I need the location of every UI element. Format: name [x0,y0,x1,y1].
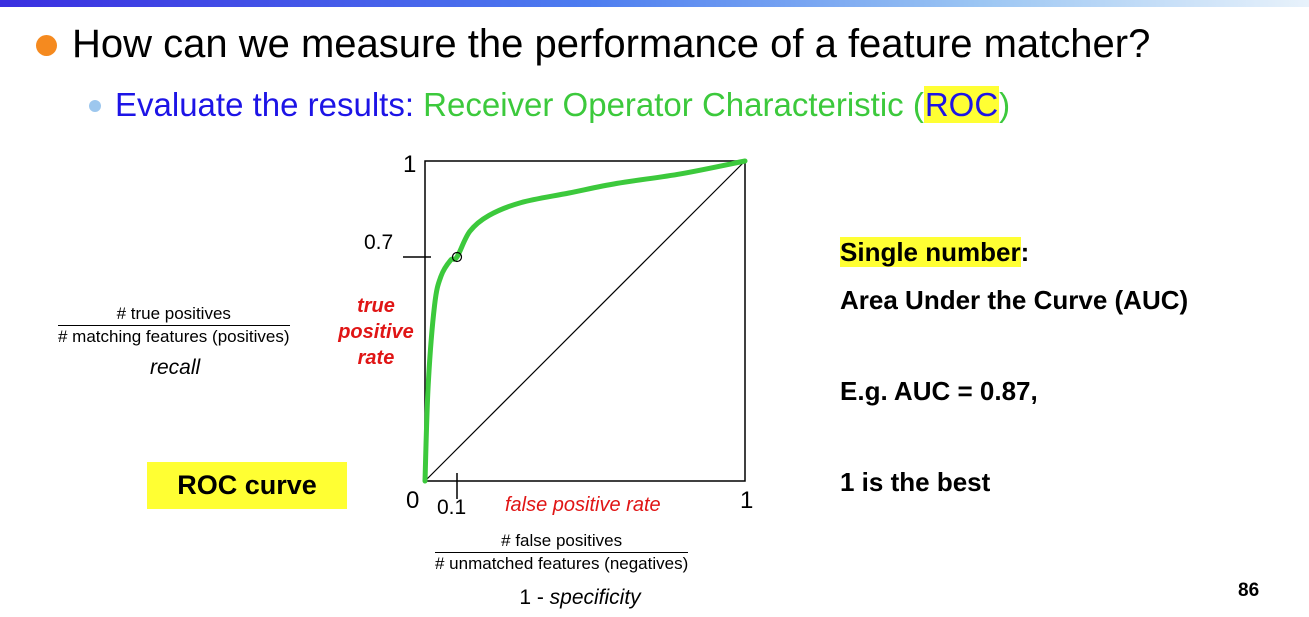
specificity-denominator: # unmatched features (negatives) [435,554,689,573]
specificity-numerator: # false positives [435,531,689,553]
origin-label: 0 [406,487,420,514]
title-bar-gradient [0,0,1309,7]
roc-curve-label: ROC curve [147,462,347,509]
specificity-prefix: 1 - [519,586,550,609]
specificity-label: 1 - specificity [0,586,1160,610]
roc-close-paren: ) [999,86,1011,123]
y-axis-label-line: true [357,295,395,317]
recall-label: recall [150,356,201,379]
operating-point-marker [451,251,463,263]
roc-abbreviation: ROC [923,86,1000,123]
y-tick-label-0.7: 0.7 [364,231,394,254]
chance-diagonal-line [424,160,746,482]
x-tick-label-0.1: 0.1 [437,496,467,519]
single-number-highlight: Single number [840,237,1021,267]
single-number-line: Single number: [840,237,1029,268]
page-number: 86 [1238,580,1260,601]
specificity-word: specificity [549,586,641,609]
specificity-fraction: # false positives # unmatched features (… [435,531,689,575]
y-axis-label-line: positive [338,321,414,343]
bullet-icon [36,35,57,56]
x-tick-label-1: 1 [740,487,754,514]
auc-example: E.g. AUC = 0.87, [840,376,1038,406]
recall-fraction: # true positives # matching features (po… [58,304,290,348]
roc-term: Receiver Operator Characteristic ( [423,86,924,123]
recall-denominator: # matching features (positives) [58,327,290,346]
x-axis-label: false positive rate [505,494,661,516]
sub-bullet-text: Evaluate the results: Receiver Operator … [115,85,1010,125]
sub-bullet-icon [89,100,101,112]
y-axis-label-line: rate [357,347,395,369]
recall-numerator: # true positives [58,304,290,326]
slide-title: How can we measure the performance of a … [72,22,1151,66]
single-number-colon: : [1020,237,1030,267]
sub-bullet-lead: Evaluate the results: [115,86,424,123]
roc-curve-line [422,158,748,484]
auc-best-note: 1 is the best [840,467,991,497]
plot-frame [424,160,746,482]
auc-definition: Area Under the Curve (AUC) [840,285,1189,315]
y-axis-label: true positive rate [333,293,419,371]
y-tick-label-1: 1 [403,151,417,178]
